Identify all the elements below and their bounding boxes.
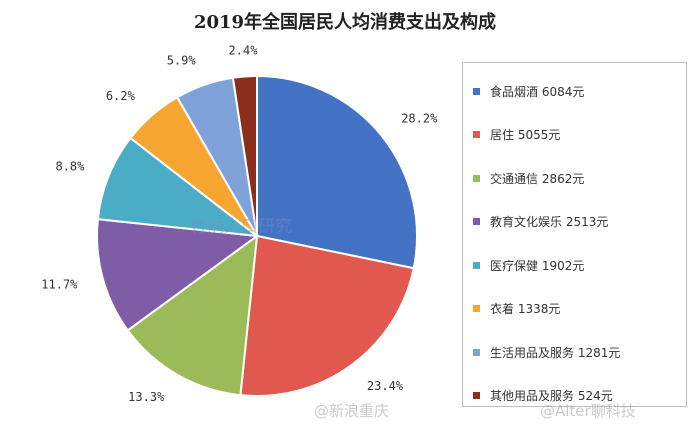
pie-data-label-5: 6.2% bbox=[106, 89, 136, 103]
legend-swatch-4 bbox=[473, 261, 480, 269]
legend-swatch-2 bbox=[473, 174, 480, 182]
legend-swatch-7 bbox=[473, 392, 480, 399]
legend-label-4: 医疗保健 1902元 bbox=[490, 258, 585, 273]
legend-label-3: 教育文化娱乐 2513元 bbox=[490, 215, 609, 229]
legend-swatch-0 bbox=[473, 87, 480, 95]
legend-item-6: 生活用品及服务 1281元 bbox=[473, 343, 620, 361]
legend-item-2: 交通通信 2862元 bbox=[473, 169, 584, 187]
legend-label-1: 居住 5055元 bbox=[490, 128, 561, 142]
legend-item-0: 食品烟酒 6084元 bbox=[473, 82, 584, 100]
pie-slice-0 bbox=[256, 74, 418, 270]
legend-label-5: 衣着 1338元 bbox=[490, 302, 561, 316]
pie-slice-4 bbox=[96, 136, 261, 238]
pie-data-label-0: 28.2% bbox=[401, 112, 438, 126]
chart-title: 2019年全国居民人均消费支出及构成 bbox=[193, 12, 497, 33]
watermark-alter: @Alter聊科技 bbox=[540, 402, 636, 420]
legend-label-0: 食品烟酒 6084元 bbox=[490, 84, 585, 99]
legend-label-6: 生活用品及服务 1281元 bbox=[490, 345, 621, 360]
legend: 食品烟酒 6084元 居住 5055元交通通信 2862元教育文化娱乐 2513元… bbox=[462, 62, 687, 407]
legend-label-7: 其他用品及服务 524元 bbox=[490, 389, 613, 403]
legend-item-1: 居住 5055元 bbox=[473, 126, 560, 144]
watermark-center: 育娲人口研究 bbox=[190, 217, 292, 237]
legend-swatch-1 bbox=[473, 131, 480, 138]
pie-data-label-6: 5.9% bbox=[167, 53, 197, 67]
legend-item-5: 衣着 1338元 bbox=[473, 300, 560, 318]
legend-swatch-6 bbox=[473, 348, 480, 356]
pie-data-label-3: 11.7% bbox=[41, 277, 78, 291]
pie-slice-2 bbox=[126, 233, 259, 397]
pie-slice-1 bbox=[239, 234, 415, 397]
legend-swatch-3 bbox=[473, 218, 480, 225]
pie-data-label-7: 2.4% bbox=[229, 44, 259, 58]
legend-item-7: 其他用品及服务 524元 bbox=[473, 387, 613, 405]
legend-item-3: 教育文化娱乐 2513元 bbox=[473, 213, 608, 231]
pie-slice-3 bbox=[96, 218, 260, 332]
legend-swatch-5 bbox=[473, 305, 480, 312]
pie-data-label-2: 13.3% bbox=[128, 390, 165, 404]
pie-data-label-1: 23.4% bbox=[367, 379, 404, 393]
watermark-sina: @新浪重庆 bbox=[314, 402, 390, 420]
legend-item-4: 医疗保健 1902元 bbox=[473, 256, 584, 274]
pie-data-label-4: 8.8% bbox=[55, 160, 85, 174]
pie-slice-7 bbox=[231, 74, 258, 237]
legend-label-2: 交通通信 2862元 bbox=[490, 171, 585, 186]
